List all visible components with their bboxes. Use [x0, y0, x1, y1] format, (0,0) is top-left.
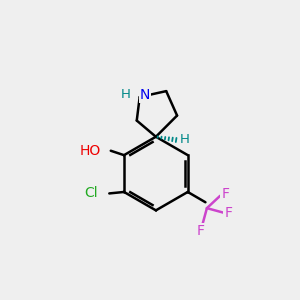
- Text: N: N: [140, 88, 150, 102]
- Text: HO: HO: [79, 144, 100, 158]
- Text: Cl: Cl: [84, 186, 98, 200]
- Text: F: F: [221, 187, 230, 201]
- Text: H: H: [179, 133, 189, 146]
- Text: F: F: [197, 224, 205, 238]
- Text: F: F: [224, 206, 232, 220]
- Text: H: H: [120, 88, 130, 101]
